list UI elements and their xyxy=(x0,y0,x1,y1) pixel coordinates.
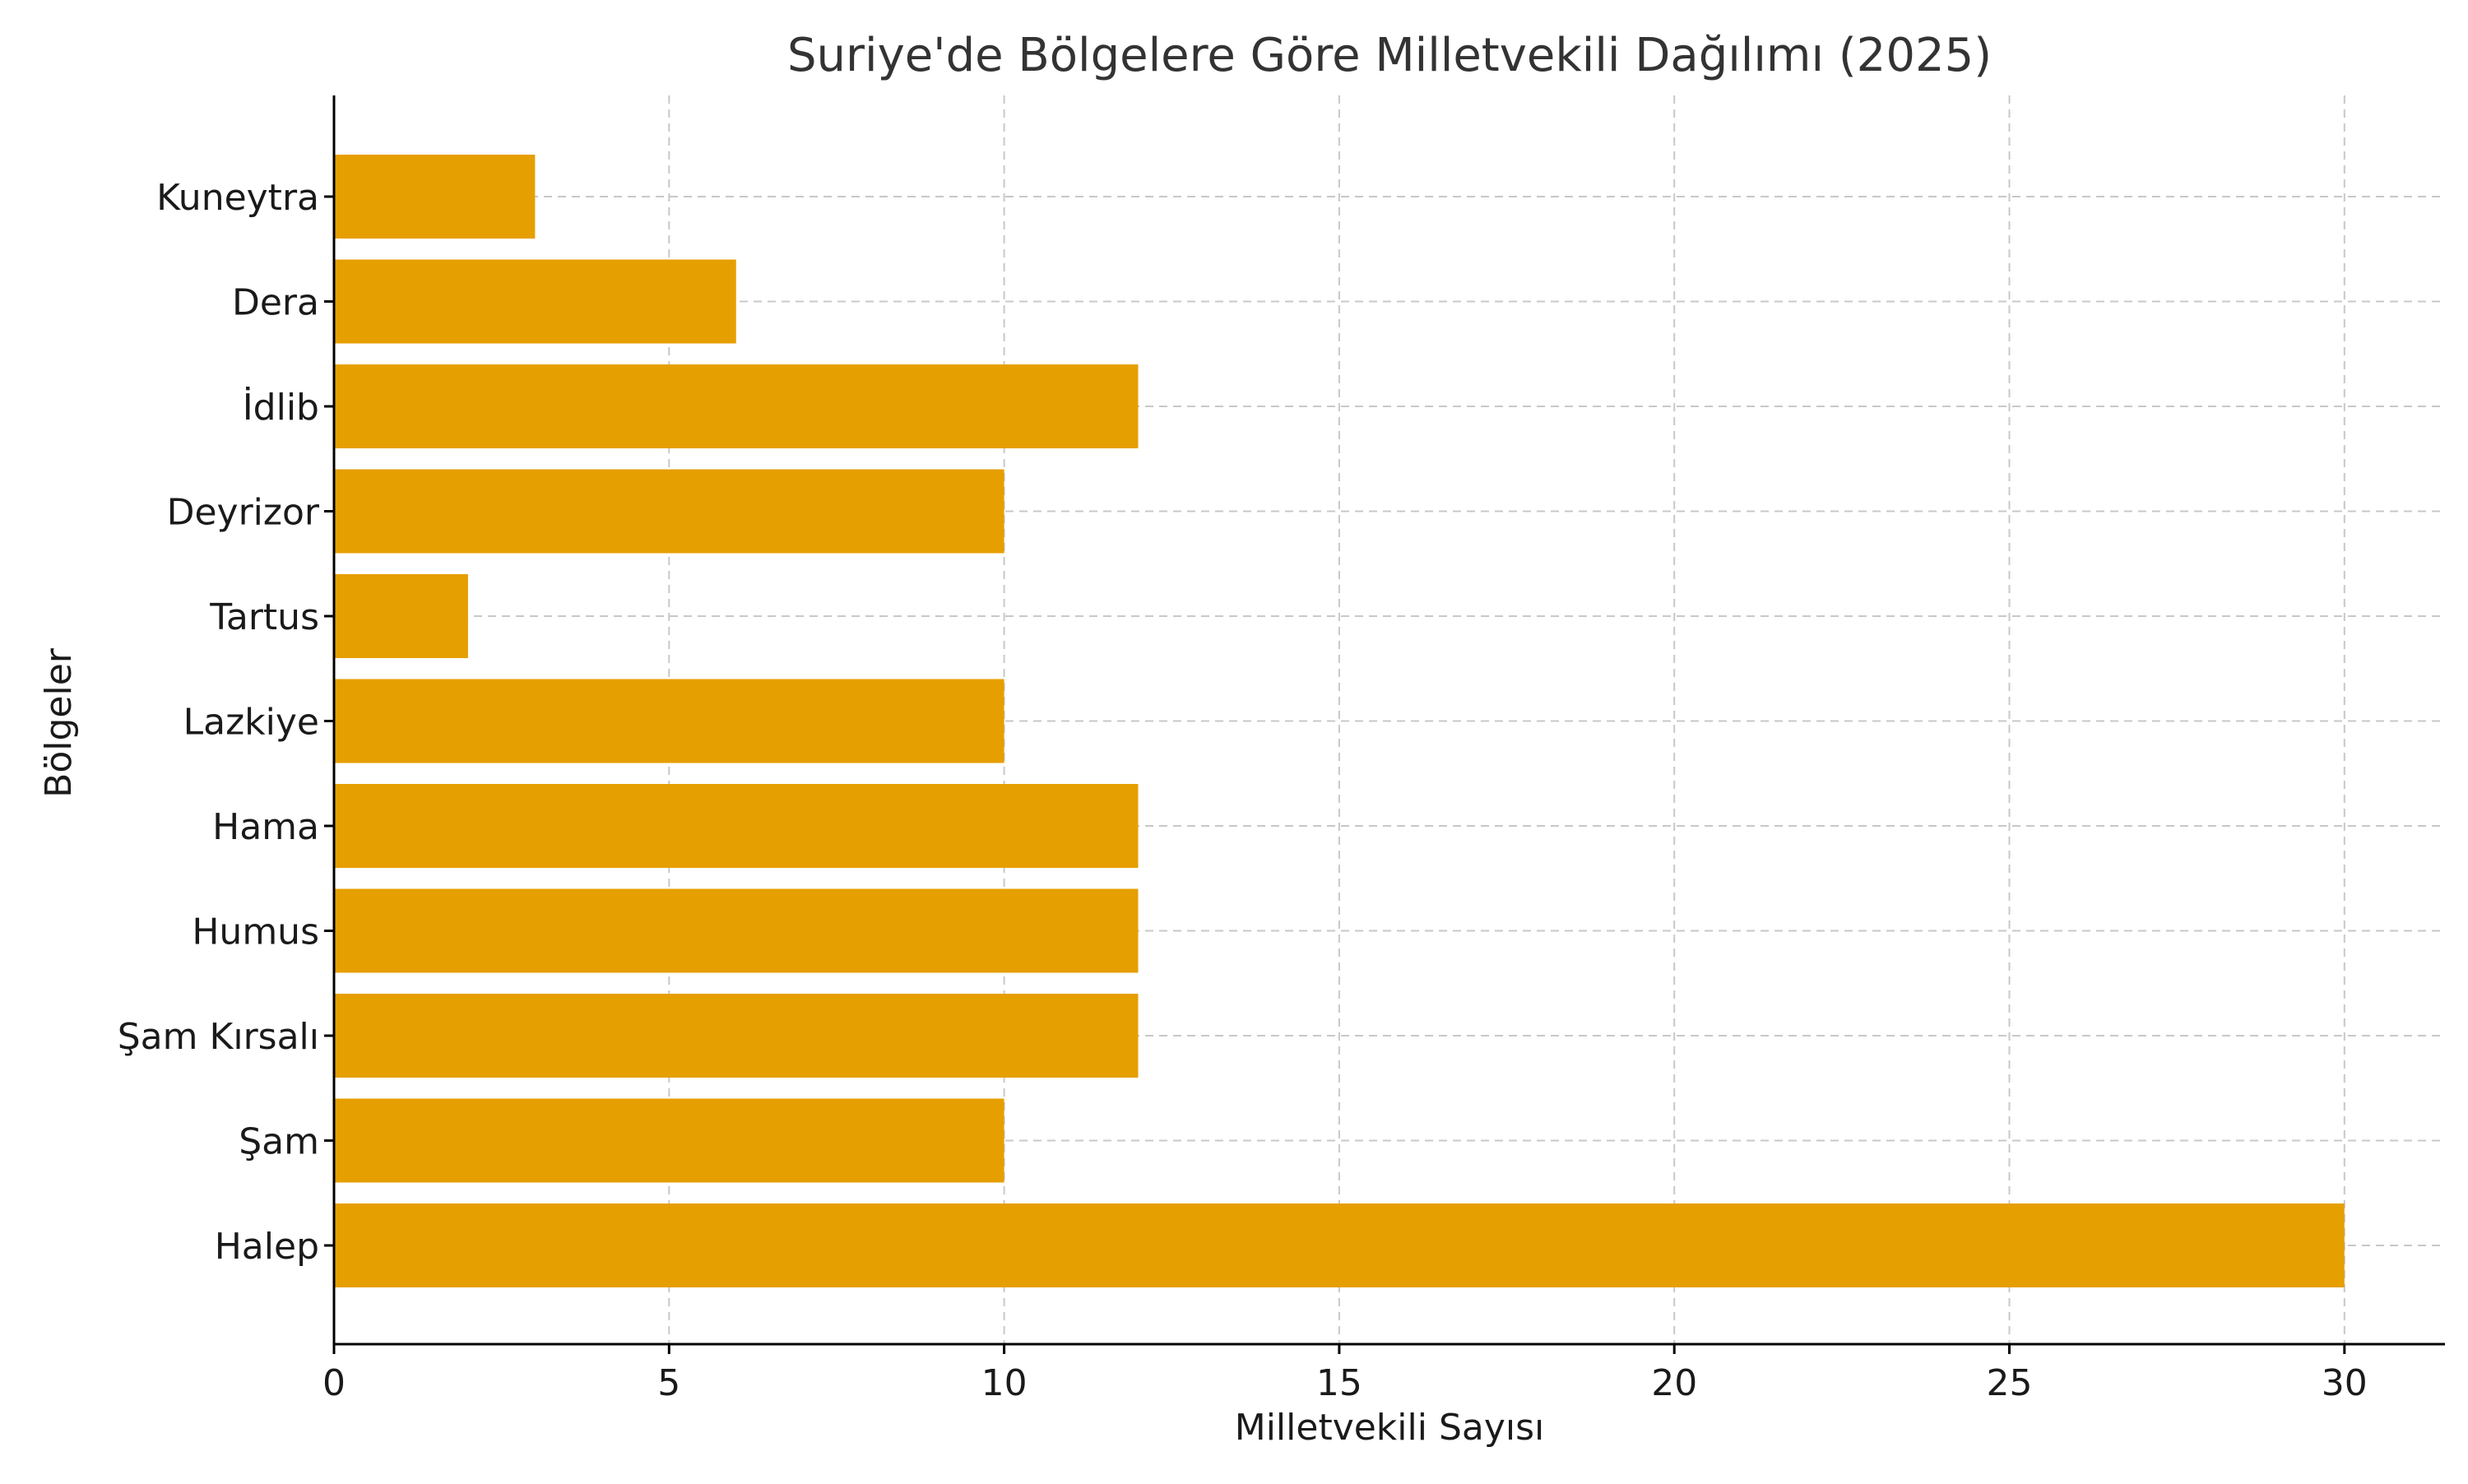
x-tick-label: 20 xyxy=(1651,1362,1697,1404)
bar xyxy=(334,469,1004,554)
y-tick-label: Hama xyxy=(212,806,319,848)
bar xyxy=(334,259,736,344)
x-tick-label: 15 xyxy=(1316,1362,1362,1404)
chart-title: Suriye'de Bölgelere Göre Milletvekili Da… xyxy=(787,29,1992,82)
bar xyxy=(334,155,536,239)
y-tick-label: Şam xyxy=(239,1121,319,1163)
bar xyxy=(334,994,1139,1078)
bar xyxy=(334,1098,1004,1183)
y-ticks: Halep Şam Şam Kırsalı Humus Hama Lazkiye Tartu… xyxy=(118,177,334,1268)
y-tick-label: Lazkiye xyxy=(183,702,319,744)
x-tick-label: 30 xyxy=(2322,1362,2368,1404)
y-tick-label: İdlib xyxy=(243,386,319,429)
x-tick-label: 0 xyxy=(322,1362,346,1404)
y-tick-label: Deyrizor xyxy=(167,492,320,534)
x-axis-label: Milletvekili Sayısı xyxy=(1235,1407,1545,1449)
y-tick-label: Şam Kırsalı xyxy=(118,1016,319,1058)
bar xyxy=(334,574,468,658)
x-tick-label: 25 xyxy=(1987,1362,2033,1404)
y-tick-label: Tartus xyxy=(209,596,319,638)
y-tick-label: Halep xyxy=(215,1226,319,1268)
y-tick-label: Kuneytra xyxy=(156,177,319,219)
bar xyxy=(334,784,1139,868)
bar xyxy=(334,1203,2345,1287)
bar xyxy=(334,679,1004,763)
bars xyxy=(334,155,2345,1287)
x-tick-label: 10 xyxy=(981,1362,1028,1404)
x-tick-label: 5 xyxy=(657,1362,680,1404)
bar xyxy=(334,364,1139,448)
bar xyxy=(334,888,1139,973)
y-tick-label: Dera xyxy=(232,282,319,324)
y-axis-label: Bölgeler xyxy=(38,647,80,798)
x-ticks: 0 5 10 15 20 25 30 xyxy=(322,1344,2368,1404)
y-tick-label: Humus xyxy=(192,911,319,953)
